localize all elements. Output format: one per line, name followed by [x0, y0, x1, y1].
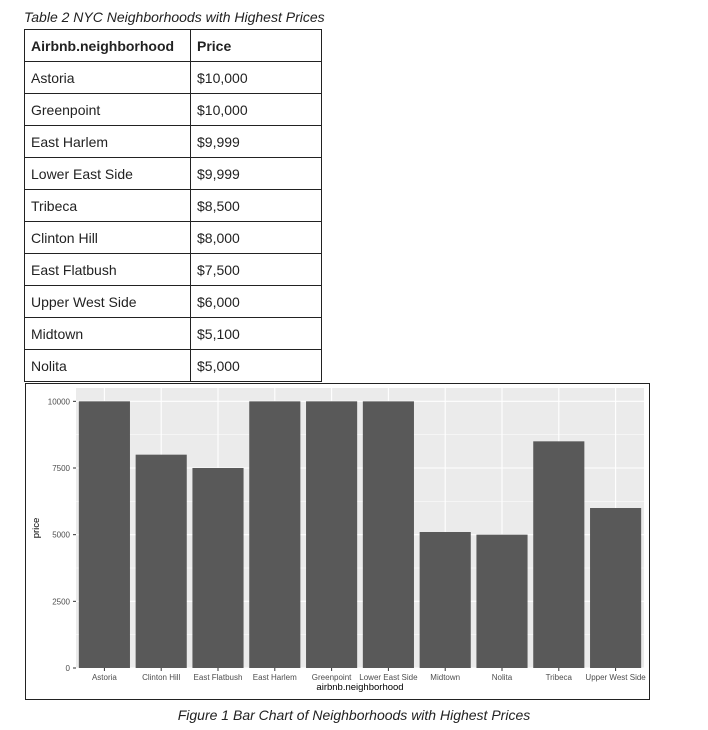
- prices-table: Airbnb.neighborhood Price Astoria $10,000…: [24, 29, 322, 382]
- header-neighborhood: Airbnb.neighborhood: [24, 29, 191, 62]
- cell-price: $5,000: [190, 349, 322, 382]
- x-axis-title: airbnb.neighborhood: [316, 682, 403, 693]
- cell-price: $5,100: [190, 317, 322, 350]
- table-row: Greenpoint $10,000: [24, 93, 322, 126]
- bar: [249, 401, 301, 668]
- bar: [78, 401, 130, 668]
- y-tick-label: 7500: [52, 464, 70, 473]
- cell-price: $8,000: [190, 221, 322, 254]
- x-tick-label: Greenpoint: [312, 673, 352, 682]
- bar: [533, 441, 585, 668]
- table-row: Astoria $10,000: [24, 61, 322, 94]
- x-tick-label: East Flatbush: [194, 673, 243, 682]
- y-axis-title: price: [31, 518, 42, 539]
- cell-price: $9,999: [190, 125, 322, 158]
- table-row: Clinton Hill $8,000: [24, 221, 322, 254]
- table-row: Upper West Side $6,000: [24, 285, 322, 318]
- table-row: Tribeca $8,500: [24, 189, 322, 222]
- y-tick-label: 5000: [52, 531, 70, 540]
- table-row: East Harlem $9,999: [24, 125, 322, 158]
- x-tick-label: Astoria: [92, 673, 117, 682]
- bar: [476, 534, 528, 668]
- figure-caption: Figure 1 Bar Chart of Neighborhoods with…: [177, 707, 531, 723]
- bar: [135, 454, 187, 668]
- bar: [306, 401, 358, 668]
- y-tick-label: 0: [66, 664, 71, 673]
- cell-price: $10,000: [190, 93, 322, 126]
- header-price: Price: [190, 29, 322, 62]
- y-tick-label: 2500: [52, 597, 70, 606]
- cell-neighborhood: Nolita: [24, 349, 191, 382]
- bar: [362, 401, 414, 668]
- cell-price: $8,500: [190, 189, 322, 222]
- y-tick-label: 10000: [48, 397, 71, 406]
- bar-chart: 0 2500 5000 7500 10000 Astoria Clinton Hill Eas…: [25, 383, 650, 700]
- cell-price: $7,500: [190, 253, 322, 286]
- cell-neighborhood: East Harlem: [24, 125, 191, 158]
- cell-price: $10,000: [190, 61, 322, 94]
- cell-price: $9,999: [190, 157, 322, 190]
- cell-neighborhood: Greenpoint: [24, 93, 191, 126]
- cell-neighborhood: Upper West Side: [24, 285, 191, 318]
- cell-price: $6,000: [190, 285, 322, 318]
- table-header-row: Airbnb.neighborhood Price: [24, 29, 322, 62]
- cell-neighborhood: Tribeca: [24, 189, 191, 222]
- bar: [419, 532, 471, 668]
- x-tick-label: Midtown: [430, 673, 460, 682]
- bar: [192, 468, 244, 668]
- table-caption: Table 2 NYC Neighborhoods with Highest P…: [24, 9, 325, 25]
- x-tick-label: Upper West Side: [585, 673, 646, 682]
- x-tick-label: East Harlem: [253, 673, 297, 682]
- table-row: Midtown $5,100: [24, 317, 322, 350]
- table-row: Lower East Side $9,999: [24, 157, 322, 190]
- cell-neighborhood: Clinton Hill: [24, 221, 191, 254]
- x-tick-label: Clinton Hill: [142, 673, 180, 682]
- cell-neighborhood: East Flatbush: [24, 253, 191, 286]
- cell-neighborhood: Astoria: [24, 61, 191, 94]
- cell-neighborhood: Lower East Side: [24, 157, 191, 190]
- x-tick-label: Tribeca: [546, 673, 573, 682]
- x-tick-label: Lower East Side: [359, 673, 418, 682]
- table-row: Nolita $5,000: [24, 349, 322, 382]
- x-tick-label: Nolita: [492, 673, 513, 682]
- bar-chart-svg: 0 2500 5000 7500 10000 Astoria Clinton Hill Eas…: [31, 388, 646, 693]
- table-row: East Flatbush $7,500: [24, 253, 322, 286]
- bar: [590, 508, 642, 668]
- cell-neighborhood: Midtown: [24, 317, 191, 350]
